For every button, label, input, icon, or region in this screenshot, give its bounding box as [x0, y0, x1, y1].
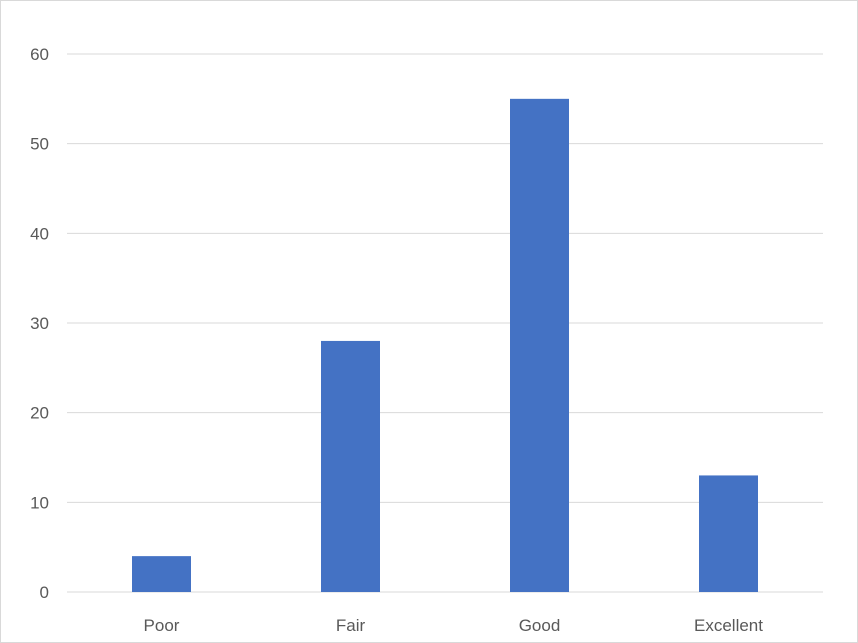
y-tick-label: 10 [30, 493, 49, 512]
bar-fair [321, 340, 380, 592]
y-tick-label: 50 [30, 135, 49, 154]
x-axis-category-labels: Poor Fair Good Excellent [144, 616, 764, 635]
bar-excellent [699, 475, 758, 592]
gridlines [67, 53, 823, 593]
y-tick-label: 0 [40, 583, 49, 602]
y-axis-tick-labels: 0 10 20 30 40 50 60 [30, 45, 49, 602]
y-tick-label: 30 [30, 314, 49, 333]
bar-poor [132, 556, 191, 592]
x-category-label: Poor [144, 616, 180, 635]
bar-good [510, 98, 569, 592]
y-tick-label: 60 [30, 45, 49, 64]
y-tick-label: 40 [30, 224, 49, 243]
x-category-label: Excellent [694, 616, 763, 635]
bars [132, 98, 758, 592]
x-category-label: Fair [336, 616, 366, 635]
x-category-label: Good [519, 616, 561, 635]
y-tick-label: 20 [30, 404, 49, 423]
